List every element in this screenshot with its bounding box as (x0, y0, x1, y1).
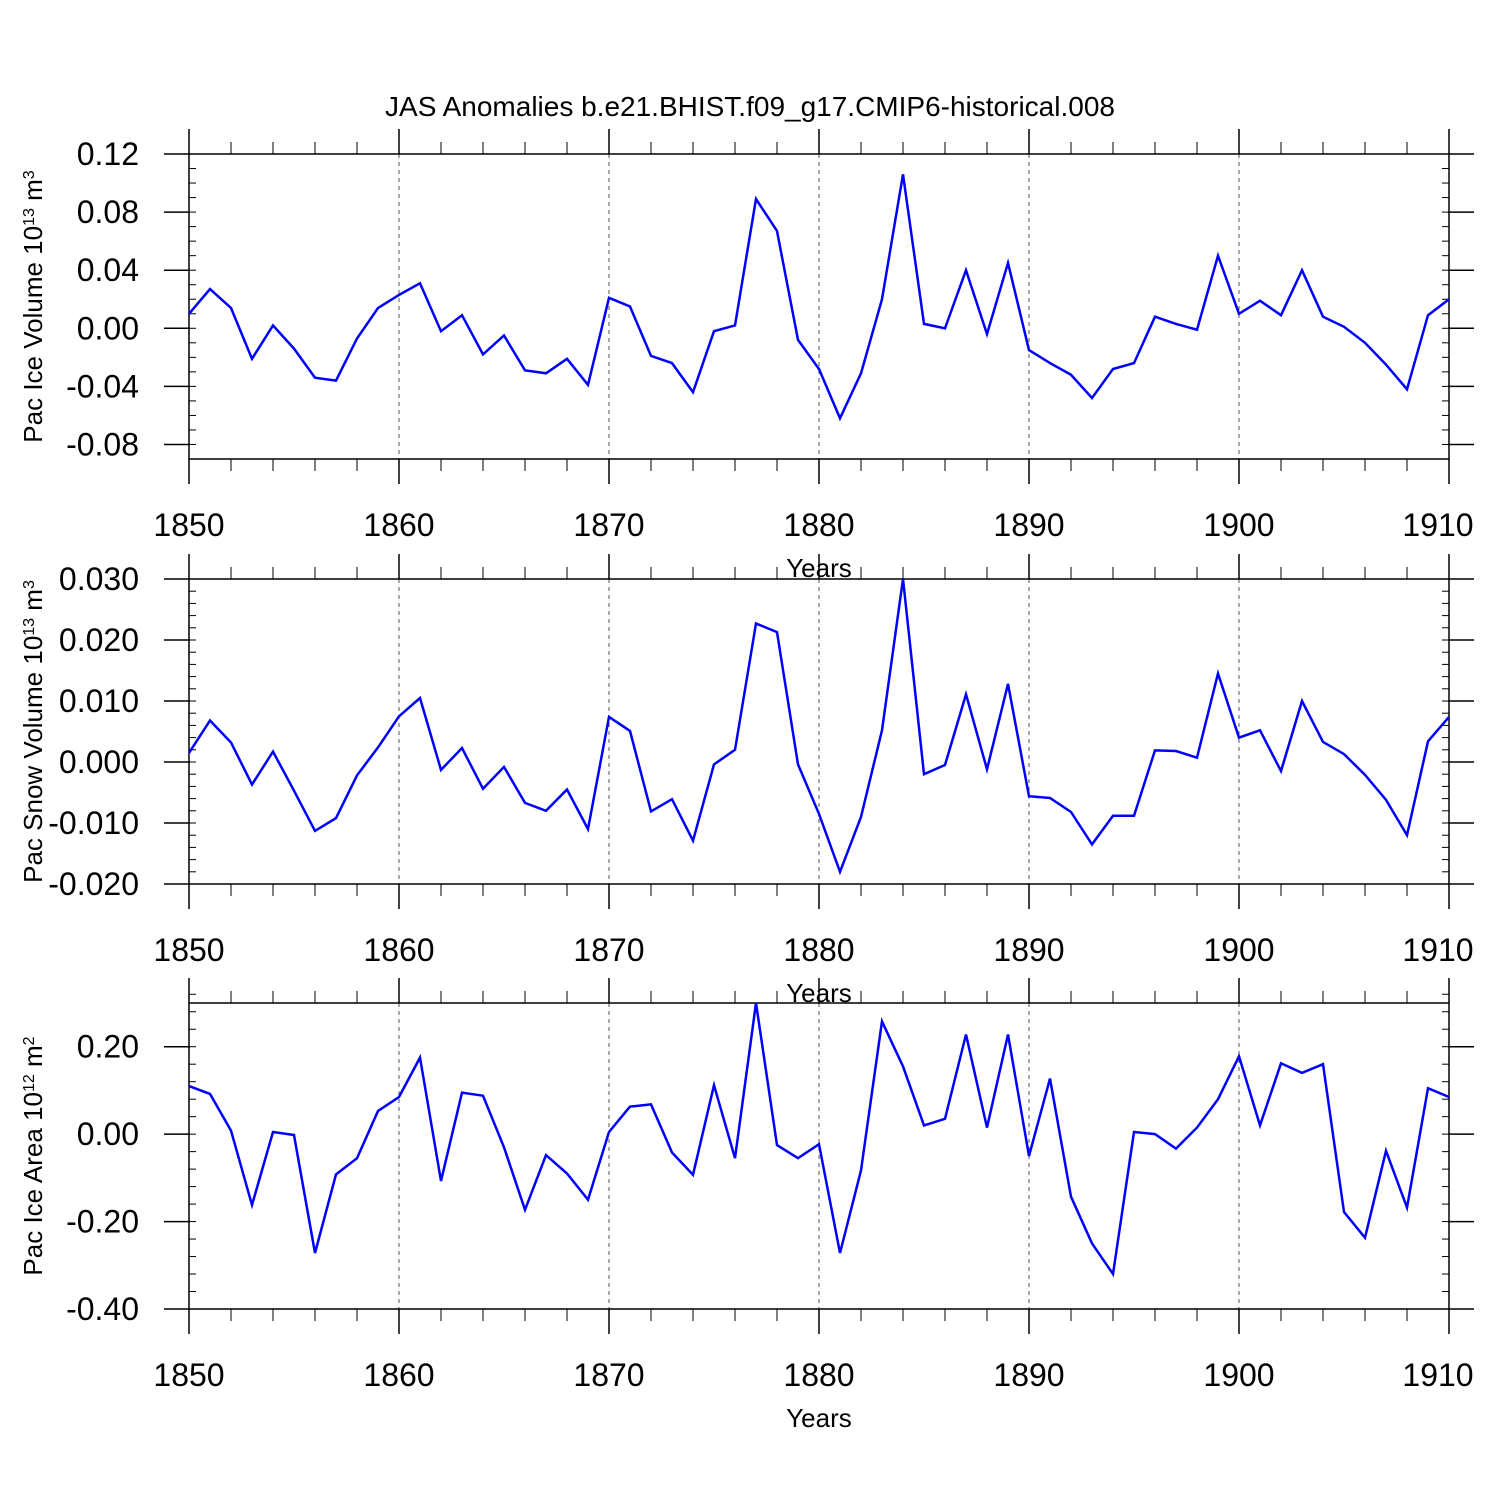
y-tick-label: -0.04 (66, 368, 139, 404)
x-tick-label: 1860 (363, 507, 434, 543)
x-tick-label: 1910 (1402, 507, 1473, 543)
x-tick-label: 1870 (573, 1357, 644, 1393)
y-tick-label: 0.12 (77, 136, 139, 172)
x-tick-label: 1890 (993, 932, 1064, 968)
panel-2: -0.020 -0.010 0.000 0.010 0.020 0.030 1850 1860… (18, 554, 1474, 1008)
x-tick-label: 1850 (153, 1357, 224, 1393)
series-line (187, 578, 1450, 876)
y-tick-label: 0.030 (59, 561, 139, 597)
x-tick-label: 1900 (1203, 1357, 1274, 1393)
y-tick-label: 0.00 (77, 1116, 139, 1152)
y-tick-label: -0.020 (48, 866, 139, 902)
x-tick-label: 1900 (1203, 507, 1274, 543)
x-tick-label: 1910 (1402, 1357, 1473, 1393)
y-tick-label: 0.020 (59, 622, 139, 658)
x-tick-label: 1880 (783, 932, 854, 968)
y-tick-label: -0.08 (66, 426, 139, 462)
y-tick-label: -0.20 (66, 1204, 139, 1240)
x-tick-label: 1880 (783, 507, 854, 543)
x-tick-label: 1900 (1203, 932, 1274, 968)
y-tick-label: -0.010 (48, 805, 139, 841)
series-line (188, 1002, 1450, 1278)
y-tick-label: 0.000 (59, 744, 139, 780)
x-tick-label: 1860 (363, 932, 434, 968)
y-axis-title: Pac Snow Volume 1013 m3 (18, 580, 48, 883)
panel-1: -0.08 -0.04 0.00 0.04 0.08 0.12 1850 1860 1870 18… (18, 129, 1474, 583)
x-axis-title: Years (786, 1403, 852, 1433)
y-tick-label: 0.00 (77, 310, 139, 346)
y-axis-title: Pac Ice Volume 1013 m3 (18, 170, 48, 443)
x-tick-label: 1860 (363, 1357, 434, 1393)
series-line (188, 174, 1450, 422)
y-tick-label: 0.20 (77, 1029, 139, 1065)
x-tick-label: 1870 (573, 932, 644, 968)
y-tick-label: 0.08 (77, 194, 139, 230)
x-tick-label: 1890 (993, 507, 1064, 543)
y-tick-label: 0.010 (59, 683, 139, 719)
x-tick-label: 1850 (153, 932, 224, 968)
x-tick-label: 1850 (153, 507, 224, 543)
y-tick-label: 0.04 (77, 252, 139, 288)
y-tick-label: -0.40 (66, 1291, 139, 1327)
panel-3: -0.40 -0.20 0.00 0.20 1850 1860 1870 1880 1890 19… (18, 978, 1474, 1433)
x-tick-label: 1870 (573, 507, 644, 543)
x-tick-label: 1890 (993, 1357, 1064, 1393)
y-axis-title: Pac Ice Area 1012 m2 (18, 1036, 48, 1275)
x-tick-label: 1880 (783, 1357, 854, 1393)
chart-title: JAS Anomalies b.e21.BHIST.f09_g17.CMIP6-… (385, 91, 1115, 122)
x-tick-label: 1910 (1402, 932, 1473, 968)
